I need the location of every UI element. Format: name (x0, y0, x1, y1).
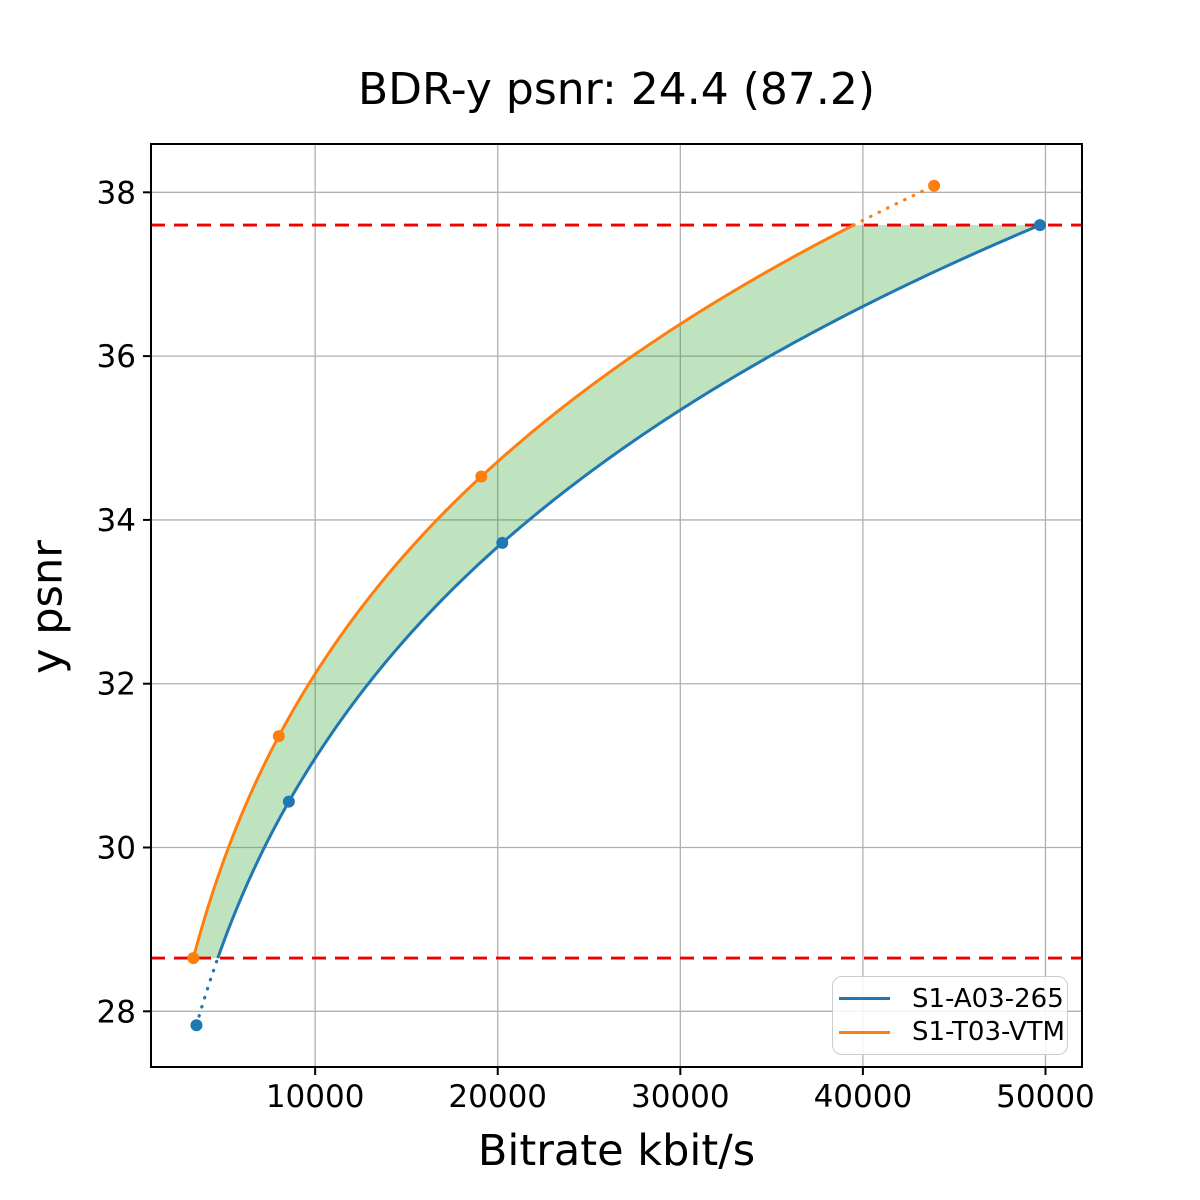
y-tick-label: 30 (97, 831, 136, 867)
x-tick-label: 40000 (814, 1079, 913, 1115)
series-curves (191, 184, 1041, 1027)
psnr-bound-lines (151, 223, 1082, 960)
y-axis-label: y psnr (22, 540, 73, 674)
data-point-S1-A03-265 (496, 536, 509, 549)
data-point-S1-T03-VTM (475, 470, 488, 483)
y-tick-label: 28 (97, 994, 136, 1030)
axis-ticks: 10000 20000 30000 40000 50000 28 30 32 34 36 38 (97, 175, 1095, 1115)
data-point-S1-A03-265 (1034, 219, 1047, 232)
legend-line-swatch-orange (839, 1030, 890, 1034)
chart-title: BDR-y psnr: 24.4 (87.2) (357, 64, 876, 115)
fill-between-region (193, 225, 1041, 959)
bd-rate-fill-region (193, 225, 1041, 959)
legend-label: S1-T03-VTM (912, 1017, 1065, 1048)
x-tick-label: 30000 (631, 1079, 730, 1115)
data-points (187, 179, 1047, 1032)
series-line-S1-T03-VTM (191, 223, 855, 959)
x-tick-label: 20000 (448, 1079, 547, 1115)
x-tick-label: 10000 (266, 1079, 365, 1115)
data-point-S1-A03-265 (190, 1019, 203, 1032)
y-tick-label: 36 (97, 339, 136, 375)
legend-label: S1-A03-265 (912, 983, 1064, 1014)
x-axis-label: Bitrate kbit/s (477, 1126, 756, 1176)
legend: S1-A03-265 S1-T03-VTM (832, 976, 1068, 1055)
data-point-S1-T03-VTM (187, 952, 200, 965)
data-point-S1-T03-VTM (928, 179, 941, 192)
x-tick-label: 50000 (996, 1079, 1095, 1115)
series-dotted-S1-T03-VTM (851, 184, 936, 227)
legend-entry-s1-t03-vtm: S1-T03-VTM (839, 1016, 1065, 1048)
data-point-S1-A03-265 (282, 795, 295, 808)
series-dotted-S1-A03-265 (194, 956, 220, 1027)
plot-border (150, 143, 1083, 1068)
legend-entry-s1-a03-265: S1-A03-265 (839, 983, 1064, 1015)
y-tick-label: 38 (97, 175, 136, 211)
y-tick-label: 32 (97, 667, 136, 703)
legend-line-swatch-blue (839, 997, 890, 1001)
y-tick-label: 34 (97, 503, 136, 539)
series-line-S1-A03-265 (216, 223, 1041, 959)
data-point-S1-T03-VTM (272, 730, 285, 743)
gridlines (151, 144, 1082, 1067)
